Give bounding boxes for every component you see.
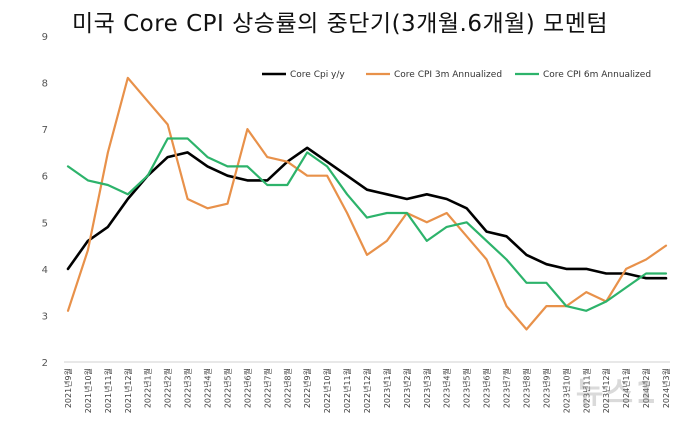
y-tick-label: 4 xyxy=(42,265,48,276)
legend-label-1: Core Cpi y/y xyxy=(290,70,345,80)
x-tick-label: 2021년10월 xyxy=(83,368,93,413)
x-tick-label: 2021년11월 xyxy=(103,368,113,413)
x-tick-label: 2023년9월 xyxy=(541,368,551,408)
y-tick-label: 2 xyxy=(42,358,48,369)
x-tick-label: 2022년10월 xyxy=(322,368,332,413)
x-tick-label: 2022년3월 xyxy=(183,368,193,408)
x-tick-label: 2023년8월 xyxy=(521,368,531,408)
x-tick-label: 2022년12월 xyxy=(362,368,372,413)
x-tick-label: 2022년1월 xyxy=(143,368,153,408)
y-tick-label: 8 xyxy=(42,79,48,90)
x-tick-label: 2023년1월 xyxy=(382,368,392,408)
x-tick-label: 2022년11월 xyxy=(342,368,352,413)
x-tick-label: 2023년12월 xyxy=(601,368,611,413)
x-tick-label: 2023년7월 xyxy=(502,368,512,408)
series-line-3 xyxy=(66,137,668,312)
x-tick-label: 2022년7월 xyxy=(262,368,272,408)
x-tick-label: 2021년12월 xyxy=(123,368,133,413)
y-tick-label: 5 xyxy=(42,218,48,229)
x-tick-label: 2023년11월 xyxy=(581,368,591,413)
x-tick-label: 2023년2월 xyxy=(402,368,412,408)
legend-label-3: Core CPI 6m Annualized xyxy=(543,70,651,80)
x-tick-label: 2022년2월 xyxy=(163,368,173,408)
x-tick-label: 2022년5월 xyxy=(222,368,232,408)
y-tick-label: 6 xyxy=(42,172,48,183)
series-line-1 xyxy=(66,146,668,280)
series-line-2 xyxy=(66,76,668,331)
x-tick-label: 2022년8월 xyxy=(282,368,292,408)
y-tick-label: 7 xyxy=(42,125,48,136)
y-tick-label: 9 xyxy=(42,32,48,43)
x-tick-label: 2022년4월 xyxy=(203,368,213,408)
y-tick-label: 3 xyxy=(42,311,48,322)
legend-label-2: Core CPI 3m Annualized xyxy=(394,70,502,80)
x-tick-label: 2023년5월 xyxy=(462,368,472,408)
chart-title: 미국 Core CPI 상승률의 중단기(3개월.6개월) 모멘텀 xyxy=(71,11,609,37)
x-tick-label: 2023년4월 xyxy=(442,368,452,408)
x-tick-label: 2023년6월 xyxy=(482,368,492,408)
watermark: 뉴스1 xyxy=(575,376,658,411)
x-tick-label: 2024년2월 xyxy=(641,368,651,408)
x-tick-label: 2022년6월 xyxy=(242,368,252,408)
x-tick-label: 2024년3월 xyxy=(661,368,671,408)
x-tick-label: 2022년9월 xyxy=(302,368,312,408)
x-tick-label: 2023년10월 xyxy=(561,368,571,413)
x-tick-label: 2023년3월 xyxy=(422,368,432,408)
x-tick-label: 2024년1월 xyxy=(621,368,631,408)
x-tick-label: 2021년9월 xyxy=(63,368,73,408)
